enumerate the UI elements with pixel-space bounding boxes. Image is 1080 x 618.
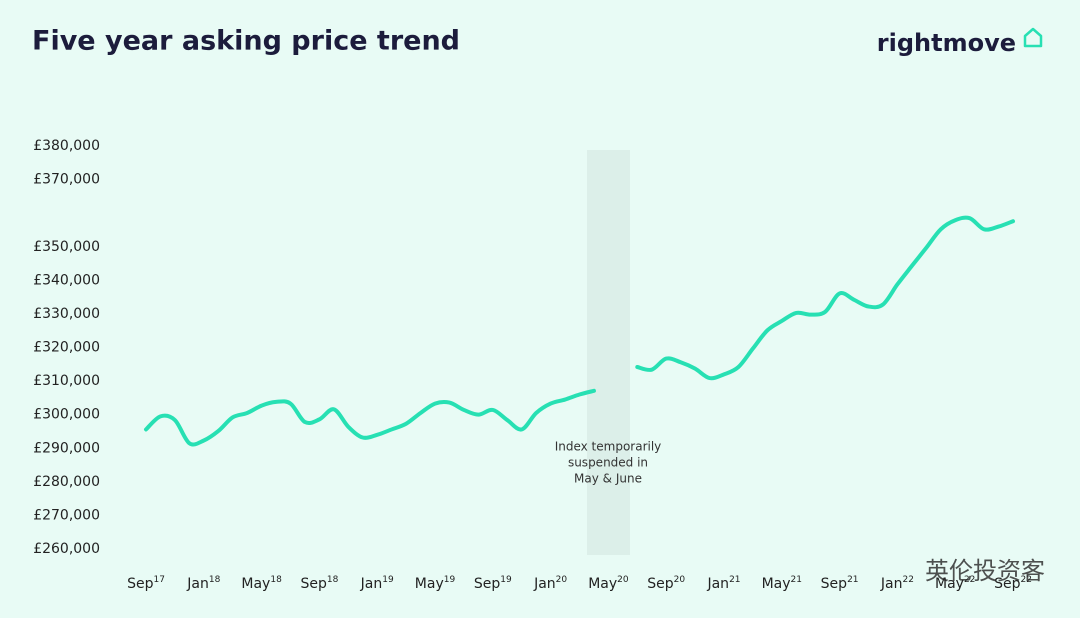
x-tick-label: Sep22: [994, 575, 1032, 593]
logo-house: [1023, 27, 1043, 48]
y-tick-label: £350,000: [33, 239, 100, 255]
y-tick-label: £290,000: [33, 440, 100, 456]
x-tick-label: Sep21: [821, 575, 859, 593]
chart-title: Five year asking price trend: [32, 26, 460, 57]
y-tick-label: £270,000: [33, 507, 100, 523]
y-tick-label: £330,000: [33, 306, 100, 322]
x-tick-label: May20: [588, 575, 629, 593]
x-tick-label: Sep19: [474, 575, 512, 593]
x-tick-label: May22: [935, 575, 975, 593]
watermark: 英伦投资客: [925, 557, 1045, 585]
x-tick-label: Jan21: [706, 575, 740, 593]
x-tick-label: Sep20: [647, 575, 685, 593]
y-tick-label: £380,000: [33, 138, 100, 154]
x-tick-label: Jan19: [360, 575, 394, 593]
x-tick-label: May19: [415, 575, 456, 593]
annotation: Index temporarily suspended in May & June: [555, 440, 662, 486]
y-tick-label: £370,000: [33, 172, 100, 188]
x-tick-label: Jan22: [880, 575, 914, 593]
brand-logo: rightmove: [877, 29, 1016, 57]
y-tick-label: £340,000: [33, 272, 100, 288]
y-tick-label: £260,000: [33, 541, 100, 557]
annotation-line: Index temporarily: [555, 440, 662, 454]
x-tick-label: Sep17: [127, 575, 165, 593]
y-tick-label: £300,000: [33, 407, 100, 423]
x-tick-label: Jan20: [533, 575, 567, 593]
x-tick-label: May18: [241, 575, 282, 593]
x-tick-label: May21: [762, 575, 802, 593]
annotation-line: May & June: [574, 472, 642, 486]
annotation-line: suspended in: [568, 456, 648, 470]
suspended-band: [587, 150, 630, 555]
price-line: [144, 215, 1015, 447]
y-tick-label: £310,000: [33, 373, 100, 389]
y-tick-label: £320,000: [33, 340, 100, 356]
x-tick-label: Sep18: [300, 575, 338, 593]
y-tick-label: £280,000: [33, 474, 100, 490]
x-tick-label: Jan18: [186, 575, 220, 593]
